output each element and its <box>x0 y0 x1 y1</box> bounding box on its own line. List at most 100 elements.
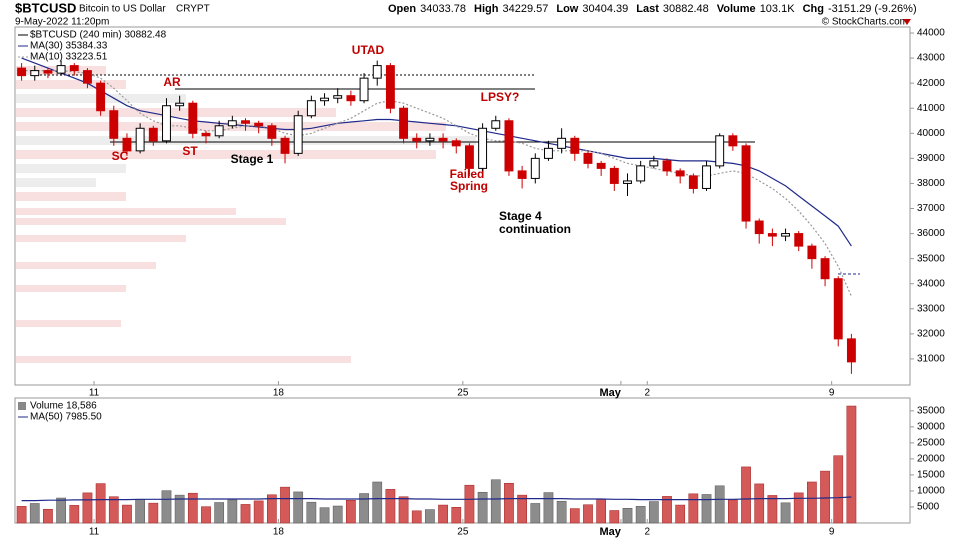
quote-value: 30404.39 <box>582 3 628 15</box>
y-tick-label: 34000 <box>917 278 945 289</box>
vbp-bar <box>16 80 126 89</box>
x-tick-label: 11 <box>89 527 100 538</box>
quote-label: Chg <box>803 3 824 15</box>
candle-body <box>781 233 791 237</box>
candle-body <box>109 110 119 139</box>
volume-bar <box>780 502 791 524</box>
candle-body <box>715 135 725 167</box>
x-tick-label: May <box>600 387 622 399</box>
volume-bar <box>253 500 264 524</box>
volume-bar <box>556 500 567 524</box>
candle-body <box>346 95 356 102</box>
vbp-bar <box>16 320 121 327</box>
y-tick-label: 43000 <box>917 53 945 64</box>
candle-body <box>702 165 711 189</box>
quote-value: 34229.57 <box>502 3 548 15</box>
volume-bar <box>293 491 304 524</box>
vbp-bar <box>16 235 186 242</box>
volume-bar <box>701 494 712 524</box>
legend-entry: $BTCUSD (240 min) 30882.48 <box>30 30 167 41</box>
annotation: Spring <box>450 179 488 193</box>
symbol-name: Bitcoin to US Dollar <box>79 4 166 15</box>
volume-bar <box>728 499 738 524</box>
volume-bar <box>82 492 93 524</box>
candle-body <box>43 70 53 74</box>
candle-body <box>636 165 646 182</box>
volume-bar <box>56 497 66 524</box>
candle-body <box>596 162 606 169</box>
candle-body <box>807 245 817 260</box>
volume-bar <box>451 507 462 524</box>
exchange: CRYPT <box>176 4 210 15</box>
legend-entry: Volume 18,586 <box>30 401 97 412</box>
candle-body <box>227 120 237 127</box>
volume-bar <box>833 455 844 524</box>
legend-swatch <box>18 402 26 410</box>
vbp-bar <box>16 136 476 145</box>
volume-bar <box>609 510 620 524</box>
legend-box <box>16 28 201 64</box>
volume-bar <box>359 493 369 524</box>
volume-bar <box>714 485 725 524</box>
volume-bar <box>385 489 396 524</box>
candle-body <box>82 70 92 84</box>
vbp-bar <box>16 285 126 292</box>
candle-body <box>56 65 66 74</box>
candle-body <box>491 120 501 129</box>
candle-body <box>623 180 632 184</box>
candle-body <box>30 70 40 77</box>
change-arrow <box>903 19 911 25</box>
candle-body <box>833 278 843 340</box>
volume-bar <box>95 483 106 524</box>
y-tick-label: 40000 <box>917 128 945 139</box>
y-tick-label: 44000 <box>917 28 945 39</box>
candle-body <box>846 338 856 363</box>
volume-bar <box>280 486 290 524</box>
volume-bar <box>372 481 383 524</box>
vbp-bar <box>16 262 156 269</box>
volume-bar <box>648 501 659 524</box>
volume-bar <box>504 483 514 524</box>
candle-body <box>649 160 659 167</box>
candle-body <box>504 120 514 172</box>
vbp-bar <box>16 150 436 159</box>
y-tick-label: 15000 <box>917 470 945 481</box>
quote-value: -3151.29 (-9.26%) <box>828 3 917 15</box>
volume-bar <box>108 496 119 524</box>
candle-body <box>662 160 672 172</box>
candle-body <box>254 122 264 127</box>
volume-bar <box>688 493 699 524</box>
candle-body <box>69 65 79 72</box>
legend-entry: MA(10) 33223.51 <box>30 52 108 63</box>
candle-body <box>241 120 250 124</box>
x-tick-label: 2 <box>644 527 650 538</box>
candle-body <box>438 137 448 142</box>
quote-label: Low <box>556 3 578 15</box>
quote-label: Volume <box>717 3 756 15</box>
vbp-bar <box>16 122 446 131</box>
legend-entry: MA(30) 35384.33 <box>30 41 108 52</box>
candle-body <box>385 65 395 109</box>
x-tick-label: 18 <box>273 388 285 399</box>
candle-body <box>135 127 145 152</box>
y-tick-label: 31000 <box>917 354 945 365</box>
candle-body <box>688 175 698 189</box>
candle-body <box>293 115 303 154</box>
volume-bar <box>16 506 27 524</box>
vbp-bar <box>16 208 236 215</box>
candle-body <box>17 67 27 77</box>
y-tick-label: 41000 <box>917 103 945 114</box>
volume-bar <box>161 490 172 524</box>
volume-bar <box>741 466 751 524</box>
vbp-bar <box>16 164 126 173</box>
candle-body <box>359 77 369 102</box>
volume-bar <box>174 494 185 524</box>
x-tick-label: 25 <box>457 527 469 538</box>
volume-bar <box>411 510 422 524</box>
candle-body <box>280 137 290 154</box>
volume-bar <box>477 491 488 524</box>
candle-body <box>767 233 777 237</box>
volume-bar <box>793 492 804 524</box>
y-tick-label: 33000 <box>917 303 945 314</box>
quote-value: 34033.78 <box>420 3 466 15</box>
